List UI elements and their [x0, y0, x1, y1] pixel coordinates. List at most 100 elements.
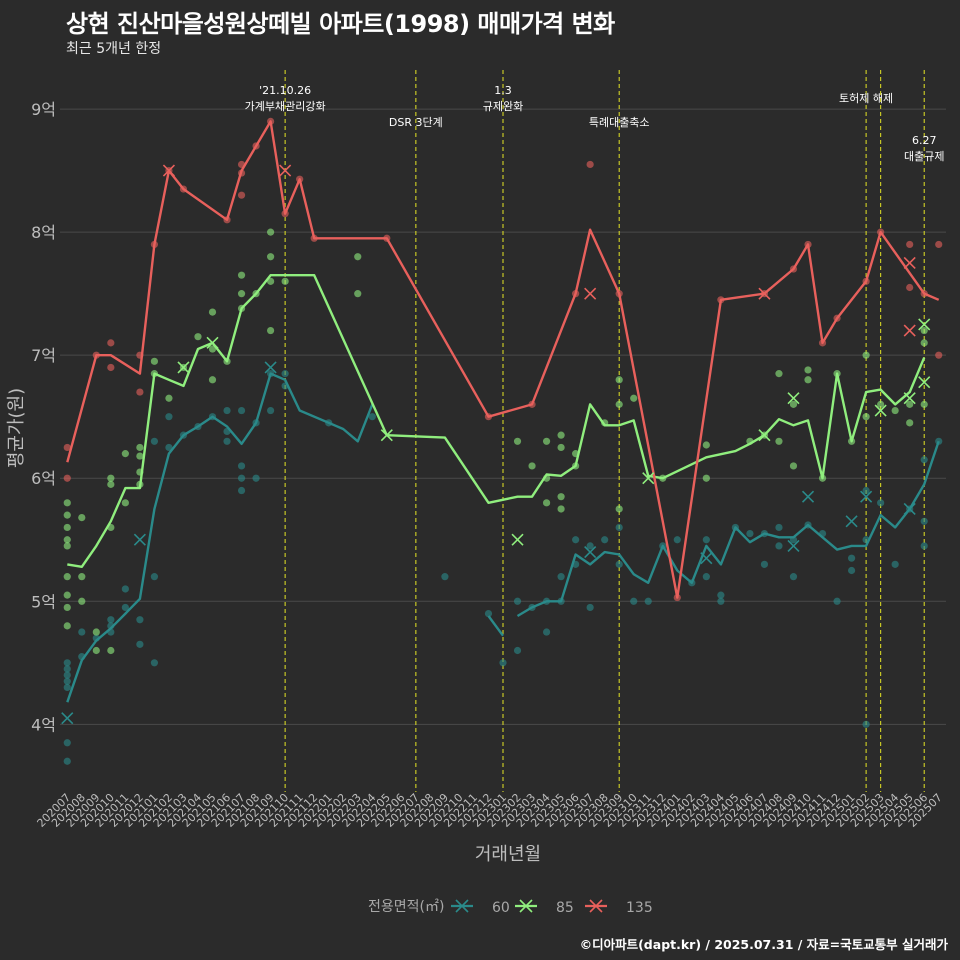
data-point-60: [368, 413, 376, 421]
data-point-85: [78, 597, 86, 605]
data-point-85: [615, 505, 623, 513]
data-point-135: [107, 339, 115, 347]
data-point-60: [557, 573, 565, 581]
data-point-60: [165, 443, 173, 452]
data-point-85: [542, 499, 551, 507]
data-point-60: [789, 573, 798, 581]
y-tick-label: 7억: [31, 346, 56, 365]
data-point-60: [63, 665, 71, 673]
legend-title: 전용면적(㎡): [368, 899, 444, 915]
data-point-85: [267, 253, 275, 261]
data-point-60: [586, 603, 594, 612]
data-point-60: [644, 597, 652, 605]
data-point-60: [760, 560, 769, 568]
data-point-60: [63, 659, 71, 667]
data-point-85: [789, 462, 798, 470]
cross-marker-85: [758, 429, 771, 442]
legend-entry-135: 135: [626, 900, 653, 916]
cross-marker-60: [133, 533, 146, 546]
data-point-85: [92, 646, 100, 655]
series-line-135: [66, 120, 940, 599]
data-point-60: [877, 499, 885, 507]
data-point-85: [107, 480, 115, 488]
data-point-85: [63, 523, 71, 532]
legend: 전용면적(㎡) 60 85 135: [368, 899, 653, 916]
data-point-60: [78, 628, 86, 636]
y-tick-label: 6억: [31, 469, 56, 488]
source-caption: ©디아파트(dapt.kr) / 2025.07.31 / 자료=국토교통부 실…: [579, 937, 948, 952]
event-label: 토허제 해제: [839, 91, 893, 105]
data-point-85: [63, 622, 71, 630]
data-point-85: [804, 366, 812, 374]
data-point-85: [267, 277, 275, 285]
legend-key-cross-85: [519, 899, 533, 913]
event-label: 대출규제: [904, 150, 944, 163]
data-point-85: [862, 351, 870, 359]
data-point-60: [673, 536, 681, 544]
data-point-60: [513, 597, 522, 605]
data-point-60: [267, 406, 275, 415]
cross-marker-60: [264, 361, 277, 374]
data-point-60: [862, 720, 870, 728]
data-point-60: [237, 406, 246, 415]
cross-marker-135: [162, 164, 175, 177]
data-point-60: [847, 554, 856, 562]
data-point-60: [223, 437, 231, 445]
data-point-85: [354, 290, 362, 298]
data-point-85: [63, 591, 71, 599]
data-point-135: [935, 240, 943, 249]
data-point-60: [717, 597, 725, 605]
data-point-135: [906, 240, 914, 249]
cross-marker-135: [279, 164, 292, 177]
cross-marker-60: [61, 712, 74, 725]
data-point-60: [237, 486, 246, 495]
data-point-85: [775, 437, 783, 445]
data-point-85: [528, 462, 536, 470]
data-point-135: [107, 363, 115, 372]
cross-marker-135: [584, 287, 597, 300]
data-point-85: [237, 290, 246, 298]
data-point-85: [78, 573, 86, 581]
data-point-135: [63, 443, 71, 452]
data-point-135: [136, 388, 144, 396]
data-point-85: [615, 376, 623, 384]
data-point-85: [107, 474, 115, 482]
event-label: 6.27: [912, 134, 937, 147]
data-point-85: [354, 253, 362, 261]
data-point-85: [78, 513, 86, 522]
data-point-85: [194, 333, 202, 341]
data-point-85: [630, 394, 638, 402]
data-point-85: [891, 406, 899, 415]
data-point-85: [804, 376, 812, 384]
data-point-85: [906, 419, 914, 427]
cross-marker-85: [380, 429, 393, 442]
data-point-60: [775, 542, 783, 550]
data-point-60: [63, 757, 71, 765]
data-point-60: [746, 529, 754, 538]
data-point-85: [63, 536, 71, 544]
data-point-60: [252, 474, 260, 482]
series-line-60: [66, 372, 374, 703]
data-point-85: [267, 326, 275, 335]
data-point-85: [63, 603, 71, 612]
cross-marker-85: [918, 376, 931, 389]
cross-marker-135: [903, 256, 916, 269]
series-line-85: [67, 274, 926, 568]
y-tick-label: 8억: [31, 223, 56, 242]
data-point-60: [920, 456, 928, 464]
data-point-60: [862, 486, 870, 495]
data-point-60: [499, 659, 507, 667]
data-point-60: [601, 536, 609, 544]
series-line-60: [516, 440, 940, 618]
cross-marker-60: [903, 502, 916, 516]
data-point-60: [237, 474, 246, 482]
data-point-60: [484, 609, 493, 618]
y-tick-label: 9억: [31, 100, 56, 119]
cross-marker-60: [787, 539, 800, 552]
legend-entry-85: 85: [556, 900, 574, 916]
data-point-85: [208, 376, 217, 384]
series-line-60: [487, 615, 504, 637]
data-point-60: [150, 437, 159, 445]
data-point-60: [441, 573, 449, 581]
